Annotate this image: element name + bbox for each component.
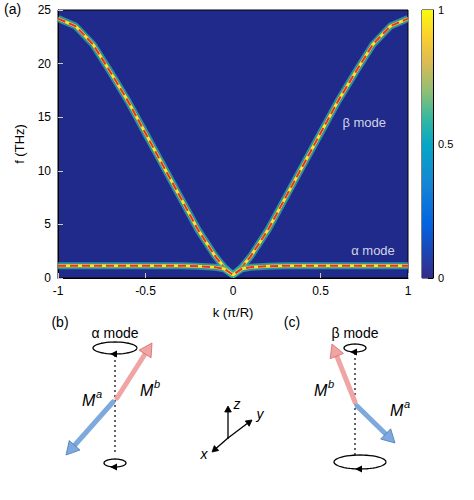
- svg-text:-0.5: -0.5: [135, 284, 156, 298]
- svg-text:(c): (c): [284, 314, 300, 330]
- svg-text:a: a: [96, 388, 102, 400]
- svg-text:M: M: [140, 382, 154, 399]
- svg-text:(b): (b): [51, 314, 68, 330]
- svg-text:α mode: α mode: [351, 243, 395, 258]
- svg-text:M: M: [390, 402, 404, 419]
- svg-text:0.5: 0.5: [438, 138, 453, 150]
- svg-text:20: 20: [38, 57, 52, 71]
- svg-text:0: 0: [438, 272, 444, 284]
- svg-text:M: M: [82, 392, 96, 409]
- svg-text:15: 15: [38, 110, 52, 124]
- svg-text:k (π/R): k (π/R): [213, 305, 254, 320]
- svg-text:-1: -1: [53, 284, 64, 298]
- svg-text:0.5: 0.5: [312, 284, 329, 298]
- svg-text:1: 1: [405, 284, 412, 298]
- svg-text:5: 5: [44, 217, 51, 231]
- svg-text:b: b: [154, 378, 160, 390]
- svg-text:z: z: [233, 396, 241, 412]
- svg-text:x: x: [200, 446, 209, 462]
- svg-text:β mode: β mode: [332, 325, 379, 341]
- svg-text:f (THz): f (THz): [12, 124, 27, 164]
- svg-text:0: 0: [230, 284, 237, 298]
- svg-text:0: 0: [44, 271, 51, 285]
- svg-text:(a): (a): [4, 1, 21, 17]
- svg-text:10: 10: [38, 164, 52, 178]
- svg-text:b: b: [328, 378, 334, 390]
- svg-text:M: M: [314, 382, 328, 399]
- svg-text:α mode: α mode: [91, 325, 138, 341]
- svg-text:a: a: [404, 398, 410, 410]
- svg-text:1: 1: [438, 4, 444, 16]
- svg-text:y: y: [256, 406, 265, 422]
- svg-text:25: 25: [38, 3, 52, 17]
- svg-text:β mode: β mode: [342, 115, 386, 130]
